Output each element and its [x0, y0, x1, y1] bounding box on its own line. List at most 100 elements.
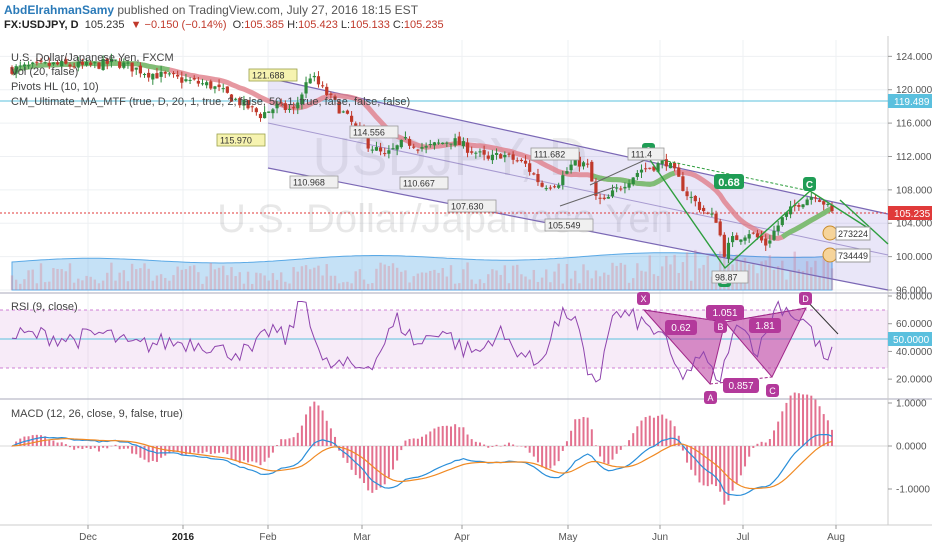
x-badge[interactable]: [637, 292, 650, 305]
candle-body[interactable]: [196, 80, 200, 84]
candle-body[interactable]: [225, 86, 229, 93]
candle-body[interactable]: [776, 225, 780, 232]
candle-body[interactable]: [387, 150, 391, 154]
trend-line-may[interactable]: [559, 186, 616, 207]
candle-body[interactable]: [486, 155, 490, 159]
candle-body[interactable]: [598, 197, 602, 199]
candle-body[interactable]: [826, 203, 830, 205]
candle-body[interactable]: [64, 59, 68, 64]
candle-body[interactable]: [55, 62, 60, 65]
candle-body[interactable]: [561, 175, 565, 185]
candle-body[interactable]: [759, 235, 764, 241]
macd-axis[interactable]: 1.0000 0.0000 -1.0000: [888, 399, 930, 496]
candle-body[interactable]: [639, 169, 644, 173]
ratio-1051-badge[interactable]: [706, 305, 744, 320]
candle-body[interactable]: [747, 234, 751, 239]
legend-volume[interactable]: Vol (20, false): [11, 66, 78, 78]
ratio-181-badge[interactable]: [749, 318, 781, 333]
candle-body[interactable]: [105, 58, 109, 64]
candle-body[interactable]: [138, 65, 142, 74]
candle-body[interactable]: [118, 61, 122, 68]
candle-body[interactable]: [292, 107, 296, 109]
candle-body[interactable]: [229, 94, 234, 102]
candle-body[interactable]: [374, 147, 379, 151]
candle-body[interactable]: [461, 141, 466, 147]
candle-body[interactable]: [60, 61, 64, 67]
candle-body[interactable]: [113, 59, 118, 61]
candle-body[interactable]: [619, 188, 623, 190]
candle-body[interactable]: [457, 136, 461, 145]
candle-body[interactable]: [424, 146, 428, 148]
candle-body[interactable]: [366, 136, 370, 149]
a-badge[interactable]: [704, 391, 717, 404]
candle-body[interactable]: [72, 66, 76, 68]
candle-body[interactable]: [577, 156, 581, 167]
candle-body[interactable]: [184, 79, 188, 82]
candle-body[interactable]: [536, 173, 540, 183]
candle-body[interactable]: [142, 74, 147, 76]
candle-body[interactable]: [403, 137, 408, 139]
candle-body[interactable]: [528, 163, 532, 172]
candle-body[interactable]: [548, 187, 552, 189]
candle-body[interactable]: [18, 65, 22, 67]
candle-body[interactable]: [10, 67, 14, 74]
candle-body[interactable]: [664, 159, 668, 167]
candle-body[interactable]: [304, 82, 308, 94]
label-marker-2[interactable]: [822, 247, 838, 263]
candle-body[interactable]: [22, 64, 27, 67]
candle-body[interactable]: [772, 230, 776, 240]
candle-body[interactable]: [809, 197, 813, 200]
candle-body[interactable]: [631, 177, 635, 185]
candle-body[interactable]: [238, 98, 242, 106]
candle-body[interactable]: [565, 171, 569, 174]
candle-body[interactable]: [263, 112, 267, 119]
d-badge[interactable]: [799, 292, 812, 305]
candle-body[interactable]: [540, 182, 544, 187]
candle-body[interactable]: [507, 153, 511, 155]
candle-body[interactable]: [407, 139, 412, 146]
candle-body[interactable]: [35, 61, 39, 63]
candle-body[interactable]: [474, 152, 478, 154]
candle-body[interactable]: [399, 139, 403, 148]
candle-body[interactable]: [830, 204, 834, 212]
candle-body[interactable]: [101, 59, 105, 70]
candle-body[interactable]: [31, 62, 35, 64]
legend-main[interactable]: U.S. Dollar/Japanese Yen, FXCM: [11, 52, 174, 64]
candle-body[interactable]: [606, 196, 610, 199]
pivot-label-box[interactable]: [399, 176, 449, 190]
candle-body[interactable]: [234, 98, 238, 100]
candle-body[interactable]: [755, 233, 760, 238]
candle-body[interactable]: [573, 155, 577, 166]
candle-body[interactable]: [681, 176, 685, 191]
candle-body[interactable]: [731, 236, 735, 243]
candle-body[interactable]: [511, 154, 515, 160]
pivot-label-box[interactable]: [248, 68, 298, 82]
candle-body[interactable]: [726, 242, 731, 259]
candle-body[interactable]: [432, 142, 437, 146]
candle-body[interactable]: [337, 101, 341, 114]
candle-body[interactable]: [68, 64, 72, 67]
candle-body[interactable]: [718, 221, 722, 236]
candle-body[interactable]: [39, 60, 43, 62]
candle-body[interactable]: [395, 145, 399, 150]
candle-body[interactable]: [275, 103, 279, 109]
candle-body[interactable]: [706, 212, 710, 214]
candle-body[interactable]: [258, 113, 263, 119]
candle-body[interactable]: [176, 74, 180, 77]
candle-body[interactable]: [627, 183, 631, 188]
candle-body[interactable]: [822, 201, 826, 205]
candle-body[interactable]: [383, 153, 387, 155]
candle-body[interactable]: [780, 217, 784, 226]
candle-body[interactable]: [644, 168, 648, 170]
legend-rsi[interactable]: RSI (9, close): [11, 301, 78, 313]
pivot-label-box[interactable]: [447, 199, 497, 213]
candle-body[interactable]: [702, 207, 706, 212]
point-c-badge[interactable]: [803, 177, 816, 191]
candle-body[interactable]: [465, 142, 470, 153]
candle-body[interactable]: [171, 73, 176, 75]
candle-body[interactable]: [515, 160, 519, 162]
candle-body[interactable]: [296, 102, 300, 109]
candle-body[interactable]: [130, 62, 134, 72]
candle-body[interactable]: [739, 239, 743, 242]
b-badge[interactable]: [714, 320, 727, 333]
